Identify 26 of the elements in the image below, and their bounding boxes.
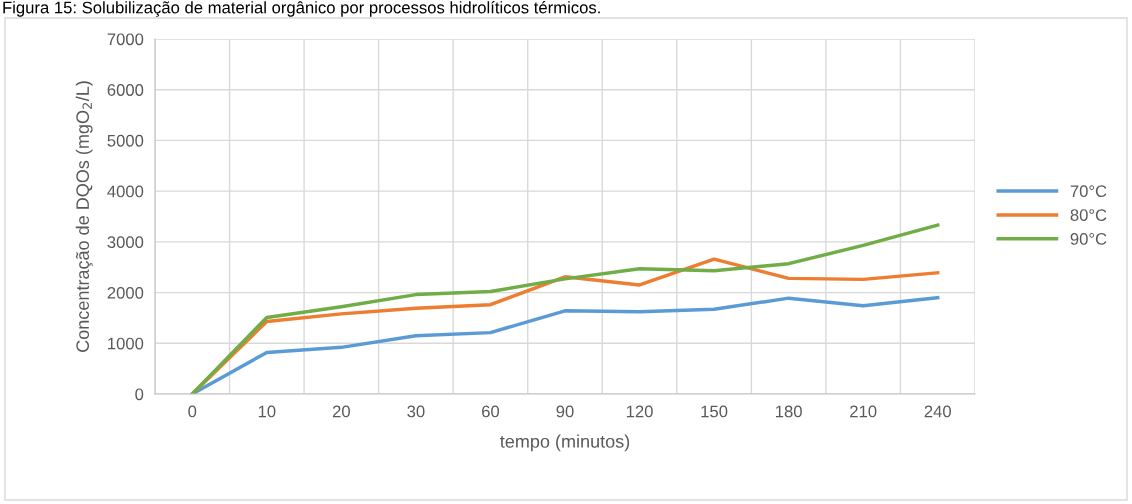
x-tick-label: 10 (258, 405, 276, 418)
x-tick-label: 180 (776, 405, 802, 418)
y-tick-label: 7000 (107, 33, 144, 46)
line-series (190, 223, 940, 394)
x-tick-label: 30 (407, 405, 425, 418)
x-tick-label: 150 (701, 405, 728, 418)
legend-label: 90°C (1070, 233, 1107, 245)
y-tick-label: 0 (135, 388, 144, 401)
x-tick-label: 90 (556, 405, 574, 418)
y-tick-label: 3000 (107, 236, 144, 249)
y-tick-label: 2000 (107, 286, 144, 299)
legend-label: 70°C (1070, 185, 1107, 198)
x-axis-title: tempo (minutos) (500, 434, 630, 452)
x-tick-label: 20 (332, 405, 350, 418)
y-tick-label: 6000 (107, 84, 144, 96)
y-tick-label: 4000 (107, 185, 144, 198)
x-tick-label: 240 (924, 405, 951, 418)
x-tick-label: 120 (626, 405, 653, 418)
y-tick-label: 1000 (108, 337, 144, 350)
x-tick-label: 210 (850, 405, 877, 418)
chart-title: Figura 15: Solubilização de material orgânico por processos hidrolíticos térmicos. (3, 1, 600, 17)
legend-label: 80°C (1070, 209, 1107, 221)
y-axis-title: Concentração de DQOs (mgO$_{2}$/L) (75, 81, 93, 352)
y-tick-label: 5000 (107, 134, 144, 147)
x-tick-label: 0 (188, 405, 197, 418)
x-tick-label: 60 (482, 405, 500, 418)
